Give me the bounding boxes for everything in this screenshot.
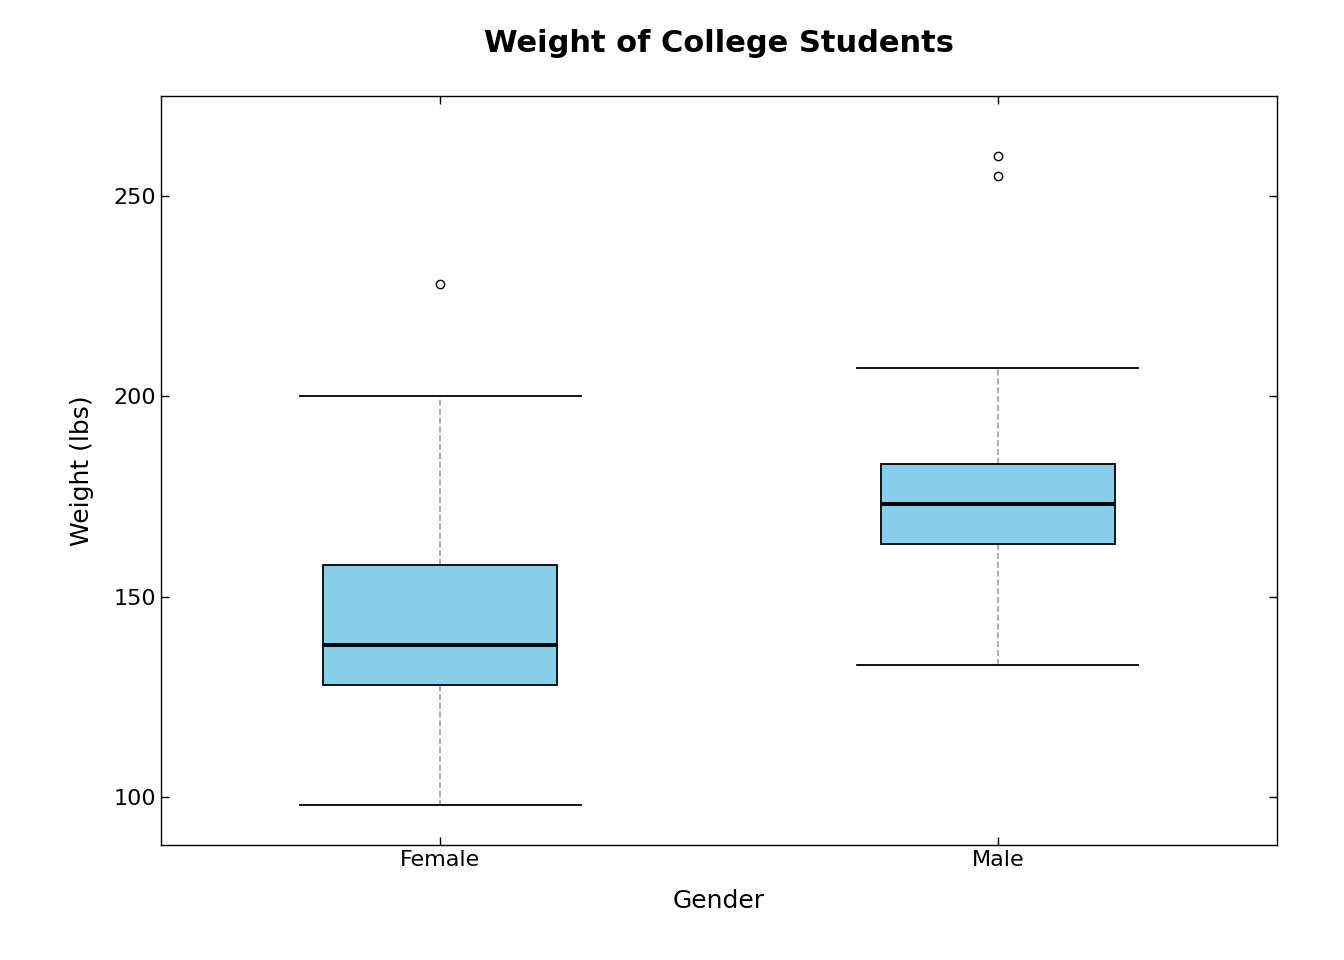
FancyBboxPatch shape — [323, 564, 558, 684]
X-axis label: Gender: Gender — [673, 889, 765, 913]
Text: Weight of College Students: Weight of College Students — [484, 29, 954, 58]
FancyBboxPatch shape — [880, 465, 1116, 544]
Y-axis label: Weight (lbs): Weight (lbs) — [70, 396, 94, 545]
